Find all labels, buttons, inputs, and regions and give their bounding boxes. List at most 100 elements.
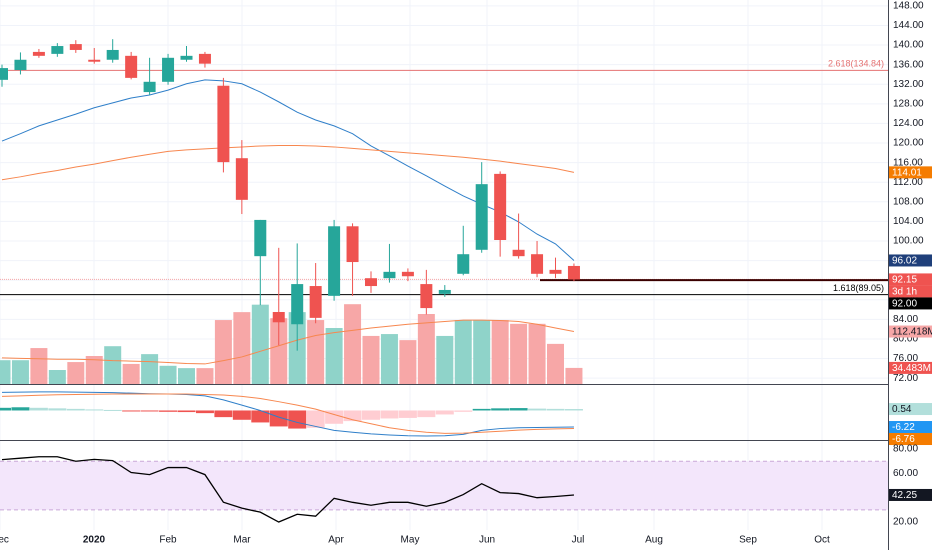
candle-body — [401, 271, 414, 277]
macd-histogram-bar — [66, 408, 85, 411]
macd-histogram-bar — [122, 410, 141, 412]
y-tick-label: 20.00 — [893, 517, 918, 528]
macd-histogram-bar — [140, 410, 159, 412]
macd-histogram-bar — [251, 410, 270, 423]
macd-histogram-bar — [306, 410, 325, 428]
volume-bar — [141, 354, 159, 384]
macd-histogram-bar — [343, 410, 362, 422]
volume-bar — [325, 328, 343, 384]
macd-histogram-bar — [509, 408, 528, 411]
macd-histogram-bar — [159, 410, 178, 412]
volume-bar — [436, 335, 454, 384]
volume-bar — [362, 335, 380, 384]
volume-bar — [270, 318, 288, 384]
volume-bar — [48, 370, 66, 384]
y-tick-label: 112.00 — [893, 177, 923, 188]
x-tick-label: Jul — [572, 535, 585, 546]
macd-histogram-bar — [232, 410, 251, 420]
y-tick-label: 120.00 — [893, 138, 924, 149]
volume-bar — [0, 360, 11, 384]
candle-body — [420, 284, 433, 309]
volume-bar — [30, 348, 48, 384]
fib-level-label: 2.618(134.84) — [828, 59, 884, 69]
x-tick-label: May — [401, 535, 420, 546]
candle-body — [125, 55, 138, 78]
candle-body — [14, 59, 27, 71]
macd-histogram-bar — [325, 410, 344, 424]
price-tag-label: -6.76 — [892, 434, 915, 445]
x-tick-label: Jun — [479, 535, 495, 546]
y-tick-label: 108.00 — [893, 196, 924, 207]
macd-histogram-bar — [85, 409, 104, 411]
price-tag-label: 112.418M — [892, 327, 932, 338]
price-tag-label: 34.483M — [892, 363, 931, 374]
moving-average — [1, 144, 575, 181]
candle-body — [512, 249, 525, 257]
volume-bar — [85, 356, 103, 384]
price-tag — [889, 273, 932, 286]
volume-bar — [67, 362, 85, 384]
signal-line — [1, 393, 574, 434]
price-tag-label: 92.15 — [892, 275, 917, 286]
rsi-band — [0, 461, 888, 510]
volume-bar — [159, 365, 177, 384]
candle-body — [88, 59, 101, 62]
candle-body — [365, 278, 377, 287]
macd-histogram-bar — [417, 410, 436, 418]
price-tag — [889, 325, 932, 338]
y-tick-label: 80.00 — [893, 444, 918, 455]
candle-body — [180, 55, 193, 60]
x-tick-label: Feb — [159, 535, 177, 546]
x-tick-label: Apr — [328, 535, 344, 546]
volume-bar — [565, 367, 583, 384]
price-tag — [889, 254, 932, 267]
macd-histogram-bar — [491, 408, 510, 411]
candle-body — [494, 173, 507, 240]
y-tick-label: 60.00 — [893, 468, 918, 479]
candle-body — [51, 46, 64, 54]
grid — [0, 0, 888, 530]
macd-histogram-bar — [103, 409, 122, 411]
price-tag-label: 3d 1h — [892, 287, 917, 298]
candle-body — [143, 81, 156, 93]
candle-body — [567, 265, 580, 280]
candle-body — [291, 284, 304, 325]
volume-bar — [399, 340, 417, 384]
macd-histogram-bar — [564, 409, 583, 411]
y-tick-label: 100.00 — [893, 236, 924, 247]
candle-body — [162, 57, 175, 82]
macd-histogram-bar — [472, 408, 491, 411]
volume-ma — [1, 319, 575, 365]
x-tick-label: Aug — [645, 535, 663, 546]
y-tick-label: 80.00 — [893, 334, 918, 345]
price-tag — [889, 285, 932, 298]
y-tick-label: 148.00 — [893, 1, 924, 12]
volume-bar — [251, 304, 269, 384]
candle-body — [438, 289, 451, 294]
y-tick-label: 116.00 — [893, 157, 923, 168]
x-tick-label: Sep — [739, 535, 757, 546]
candle-body — [475, 184, 488, 250]
x-tick-label: Mar — [233, 535, 251, 546]
volume-bar — [528, 323, 546, 384]
price-tag — [889, 488, 932, 501]
y-tick-label: 144.00 — [893, 20, 924, 31]
y-tick-label: 104.00 — [893, 216, 924, 227]
macd-histogram-bar — [454, 410, 473, 412]
volume-bar — [417, 314, 435, 384]
candle-body — [106, 49, 119, 60]
plot: 2.618(134.84) 1.618(89.05) — [0, 39, 888, 523]
volume-bar — [380, 334, 398, 384]
y-tick-label: 84.00 — [893, 314, 918, 325]
macd-histogram-bar — [269, 410, 288, 427]
price-tag-label: 42.25 — [892, 490, 917, 501]
macd-histogram-bar — [195, 410, 214, 414]
y-tick-label: 124.00 — [893, 118, 924, 129]
price-tag — [889, 166, 932, 179]
candle-body — [328, 226, 341, 296]
price-tag — [889, 421, 932, 434]
price-tag — [889, 403, 932, 416]
candle-body — [272, 312, 285, 323]
macd-histogram-bar — [0, 407, 11, 411]
